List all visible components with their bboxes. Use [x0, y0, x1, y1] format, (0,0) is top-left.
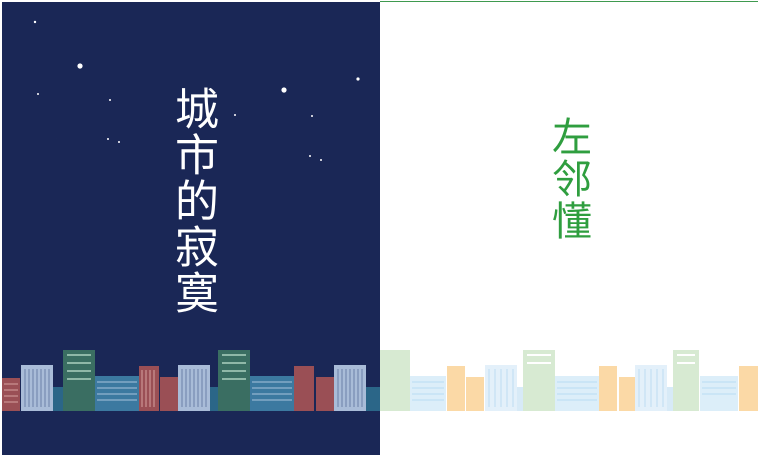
- neighbors-panel: 左邻懂: [380, 2, 758, 455]
- pastel-skyline-illustration: [380, 350, 758, 411]
- star-icon: [33, 20, 360, 161]
- night-city-panel: 城市的寂寞: [2, 2, 380, 455]
- top-accent-line: [380, 1, 758, 2]
- left-title: 城市的寂寞: [167, 86, 218, 316]
- city-skyline-icon: [2, 350, 380, 413]
- right-title: 左邻懂: [545, 116, 591, 242]
- pastel-city-skyline-icon: [380, 350, 758, 411]
- crescent-moon-icon: [51, 90, 104, 157]
- night-sky-illustration: [2, 20, 380, 413]
